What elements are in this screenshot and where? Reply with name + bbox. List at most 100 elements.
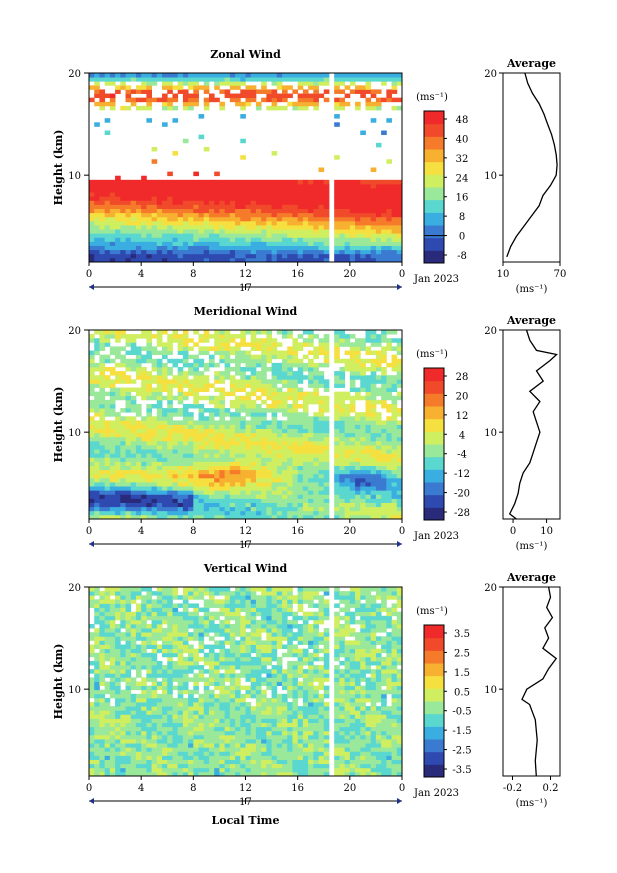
- heatmap-cell: [318, 432, 325, 438]
- heatmap-cell: [99, 673, 106, 678]
- heatmap-cell: [120, 722, 126, 728]
- heatmap-cell: [109, 253, 116, 259]
- heatmap-cell: [120, 387, 126, 393]
- heatmap-cell: [208, 354, 215, 360]
- heatmap-cell: [334, 196, 340, 201]
- heatmap-cell: [308, 196, 314, 201]
- heatmap-cell: [130, 346, 137, 351]
- heatmap-cell: [182, 445, 189, 450]
- heatmap-cell: [339, 371, 346, 376]
- heatmap-cell: [94, 204, 100, 209]
- heatmap-cell: [151, 225, 158, 230]
- heatmap-cell: [349, 494, 356, 499]
- heatmap-cell: [99, 216, 106, 222]
- heatmap-cell: [287, 440, 293, 446]
- heatmap-cell: [355, 416, 361, 421]
- heatmap-cell: [182, 196, 189, 201]
- heatmap-cell: [360, 482, 366, 487]
- heatmap-cell: [396, 473, 403, 479]
- heatmap-cell: [240, 366, 246, 372]
- heatmap-cell: [349, 212, 356, 218]
- heatmap-cell: [135, 755, 142, 760]
- heatmap-cell: [162, 212, 168, 218]
- heatmap-cell: [135, 482, 142, 487]
- heatmap-cell: [282, 469, 288, 475]
- heatmap-cell: [141, 510, 147, 516]
- heatmap-cell: [287, 225, 293, 230]
- heatmap-cell: [370, 482, 377, 487]
- heatmap-cell: [115, 237, 121, 242]
- heatmap-cell: [162, 188, 168, 193]
- heatmap-cell: [355, 101, 361, 107]
- heatmap-cell: [188, 482, 194, 487]
- date-arrow-right: [397, 284, 402, 290]
- heatmap-cell: [203, 204, 210, 209]
- heatmap-cell: [255, 358, 262, 364]
- heatmap-cell: [224, 498, 231, 503]
- heatmap-cell: [375, 457, 382, 462]
- heatmap-cell: [89, 473, 95, 479]
- heatmap-cell: [386, 383, 392, 388]
- heatmap-cell: [135, 97, 142, 103]
- heatmap-cell: [339, 473, 346, 479]
- heatmap-cell: [386, 249, 392, 255]
- heatmap-cell: [271, 391, 278, 397]
- heatmap-cell: [94, 473, 100, 479]
- heatmap-cell: [266, 486, 272, 491]
- heatmap-cell: [104, 498, 111, 503]
- heatmap-cell: [99, 379, 106, 384]
- heatmap-cell: [318, 188, 325, 193]
- heatmap-cell: [375, 241, 382, 246]
- heatmap-cell: [396, 486, 403, 491]
- heatmap-cell: [156, 424, 163, 430]
- heatmap-cell: [334, 85, 340, 90]
- heatmap-cell: [302, 257, 309, 263]
- heatmap-cell: [396, 204, 403, 209]
- heatmap-cell: [125, 603, 132, 608]
- heatmap-cell: [386, 506, 392, 512]
- heatmap-cell: [115, 494, 121, 499]
- heatmap-cell: [89, 644, 95, 650]
- heatmap-cell: [120, 85, 126, 90]
- heatmap-cell: [396, 208, 403, 214]
- heatmap-cell: [198, 225, 205, 230]
- heatmap-cell: [381, 391, 387, 397]
- heatmap-cell: [146, 615, 152, 621]
- heatmap-cell: [297, 391, 304, 397]
- heatmap-cell: [344, 506, 351, 512]
- heatmap-cell: [271, 465, 278, 471]
- heatmap-cell: [240, 387, 246, 393]
- heatmap-cell: [396, 432, 403, 438]
- heatmap-cell: [240, 416, 246, 421]
- heatmap-cell: [130, 204, 137, 209]
- heatmap-cell: [120, 611, 126, 617]
- heatmap-cell: [276, 469, 283, 475]
- heatmap-cell: [391, 445, 398, 450]
- heatmap-cell: [282, 371, 288, 376]
- heatmap-cell: [182, 350, 189, 356]
- heatmap-cell: [219, 208, 226, 214]
- heatmap-cell: [115, 722, 121, 728]
- heatmap-cell: [396, 395, 403, 401]
- heatmap-cell: [162, 330, 168, 335]
- heatmap-cell: [182, 473, 189, 479]
- heatmap-cell: [193, 77, 199, 82]
- heatmap-cell: [125, 97, 132, 103]
- heatmap-cell: [360, 77, 366, 82]
- heatmap-cell: [365, 330, 372, 335]
- heatmap-cell: [355, 436, 361, 442]
- heatmap-cell: [287, 183, 293, 189]
- heatmap-cell: [370, 89, 377, 94]
- heatmap-cell: [313, 461, 319, 466]
- heatmap-cell: [188, 249, 194, 255]
- heatmap-cell: [104, 461, 111, 466]
- heatmap-cell: [334, 89, 340, 94]
- heatmap-cell: [219, 473, 226, 479]
- heatmap-cell: [370, 440, 377, 446]
- heatmap-cell: [396, 375, 403, 380]
- heatmap-cell: [135, 241, 142, 246]
- heatmap-cell: [386, 220, 392, 226]
- heatmap-cell: [177, 408, 184, 413]
- heatmap-cell: [386, 432, 392, 438]
- heatmap-cell: [156, 428, 163, 434]
